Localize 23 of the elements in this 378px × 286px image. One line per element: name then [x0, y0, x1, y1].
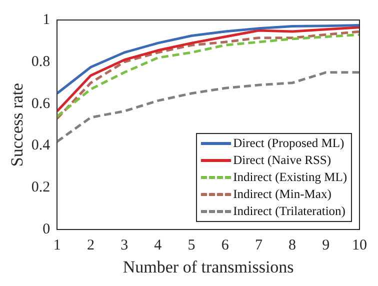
x-tick-label: 1 [53, 238, 61, 254]
x-tick-label: 9 [322, 238, 330, 254]
y-tick-label: 0.2 [31, 180, 50, 196]
x-tick-label: 7 [254, 238, 263, 254]
x-tick-label: 10 [352, 238, 367, 254]
x-tick-label: 8 [288, 238, 296, 254]
y-tick-label: 0.4 [31, 138, 51, 154]
x-tick-label: 6 [221, 238, 230, 254]
x-tick-label: 3 [120, 238, 128, 254]
x-tick-label: 4 [154, 238, 162, 254]
y-tick-label: 1 [42, 12, 50, 28]
x-tick-label: 2 [86, 238, 94, 254]
y-tick-label: 0.6 [31, 96, 51, 112]
legend-label: Indirect (Min-Max) [233, 186, 332, 203]
x-tick-label: 5 [188, 238, 196, 254]
legend-label: Direct (Proposed ML) [233, 135, 344, 152]
legend-label: Indirect (Existing ML) [233, 169, 347, 186]
y-axis-title: Success rate [8, 83, 27, 167]
legend-label: Indirect (Trilateration) [233, 203, 346, 220]
legend-label: Direct (Naive RSS) [233, 152, 332, 169]
y-tick-label: 0.8 [31, 54, 50, 70]
x-axis-title: Number of transmissions [122, 257, 294, 276]
y-tick-label: 0 [42, 222, 50, 238]
